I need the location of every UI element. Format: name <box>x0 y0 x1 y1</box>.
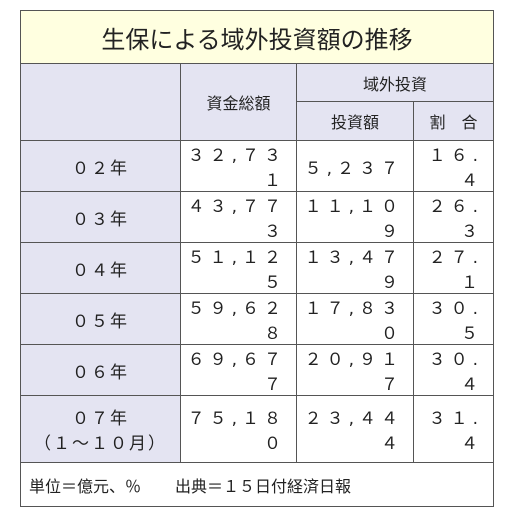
table-row: ０２年 ３２,７３１ ５,２３７ １６.４ <box>20 140 495 192</box>
value-cell: ３１.４ <box>412 395 495 463</box>
row-label-text: ０４年 <box>72 260 129 281</box>
header-cell: 域外投資 <box>295 63 495 102</box>
value-cell: ３０.５ <box>412 293 495 345</box>
row-label: ０３年 <box>20 191 181 243</box>
value-cell: ６９,６７７ <box>180 344 297 396</box>
header-cell: 割 合 <box>412 101 495 141</box>
table-row: ０４年 ５１,１２５ １３,４７９ ２７.１ <box>20 242 495 294</box>
value-cell: ５,２３７ <box>296 140 414 192</box>
table-row: ０５年 ５９,６２８ １７,８３０ ３０.５ <box>20 293 495 345</box>
value-cell: ３２,７３１ <box>180 140 297 192</box>
value-cell: ２３,４４４ <box>296 395 414 463</box>
row-label-text: ０５年 <box>72 311 129 332</box>
footer: 単位＝億元、％ 出典＝１５日付経済日報 <box>19 462 495 507</box>
footer-source: 出典＝１５日付経済日報 <box>175 476 352 496</box>
value-cell: ５９,６２８ <box>180 293 297 345</box>
table-row: ０６年 ６９,６７７ ２０,９１７ ３０.４ <box>20 344 495 396</box>
row-label-text: ０２年 <box>72 158 129 179</box>
value-cell: １７,８３０ <box>296 293 414 345</box>
value-cell: ４３,７７３ <box>180 191 297 243</box>
table-row: ０７年 （１～１０月） ７５,１８０ ２３,４４４ ３１.４ <box>20 395 495 463</box>
row-label: ０７年 （１～１０月） <box>20 395 181 463</box>
value-cell: ２６.３ <box>412 191 495 243</box>
table-title: 生保による域外投資額の推移 <box>19 10 495 64</box>
row-label-text: ０６年 <box>72 362 129 383</box>
row-label: ０２年 <box>20 140 181 192</box>
value-cell: １３,４７９ <box>296 242 414 294</box>
row-label: ０４年 <box>20 242 181 294</box>
data-table: 生保による域外投資額の推移 資金総額 域外投資 投資額 割 合 ０２年 ３２,７３… <box>19 10 495 507</box>
footer-unit: 単位＝億元、％ <box>29 476 142 496</box>
row-sublabel: （１～１０月） <box>34 434 167 454</box>
page: {"title": "生保による域外投資額の推移", "header": {"t… <box>19 10 495 507</box>
row-label-text: ０７年 <box>72 409 129 429</box>
header-blank <box>20 63 181 141</box>
value-cell: ２７.１ <box>412 242 495 294</box>
value-cell: ３０.４ <box>412 344 495 396</box>
table-row: ０３年 ４３,７７３ １１,１０９ ２６.３ <box>20 191 495 243</box>
value-cell: １６.４ <box>412 140 495 192</box>
header-cell: 資金総額 <box>180 63 297 141</box>
value-cell: ５１,１２５ <box>180 242 297 294</box>
value-cell: １１,１０９ <box>296 191 414 243</box>
row-label-text: ０３年 <box>72 209 129 230</box>
value-cell: ２０,９１７ <box>296 344 414 396</box>
row-label: ０５年 <box>20 293 181 345</box>
header-cell: 投資額 <box>296 101 414 141</box>
row-label: ０６年 <box>20 344 181 396</box>
value-cell: ７５,１８０ <box>180 395 297 463</box>
